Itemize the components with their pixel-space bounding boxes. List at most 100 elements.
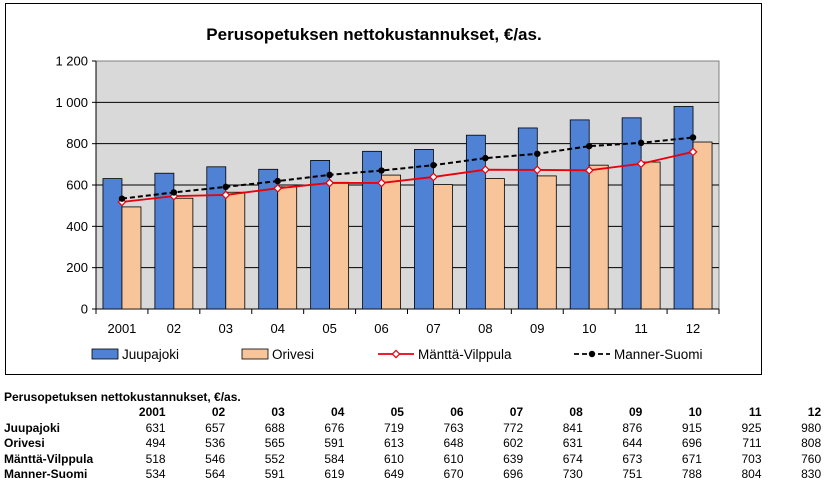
point-manner-suomi — [482, 154, 489, 162]
table-row-label: Juupajoki — [4, 420, 61, 435]
y-tick-label: 600 — [66, 178, 88, 193]
y-tick-label: 400 — [66, 219, 88, 234]
x-tick-label: 06 — [374, 321, 388, 336]
table-cell: 751 — [622, 467, 643, 481]
table-cell: 648 — [443, 436, 464, 450]
legend-label-juupajoki: Juupajoki — [122, 347, 179, 362]
table-cell: 536 — [205, 436, 226, 450]
table-cell: 730 — [562, 467, 583, 481]
table-cell: 925 — [741, 420, 762, 435]
bar-orivesi — [277, 186, 298, 310]
table-cell: 830 — [801, 467, 822, 481]
table-cell: 808 — [801, 436, 822, 450]
table-row-label: Manner-Suomi — [4, 467, 88, 481]
table-cell: 631 — [562, 436, 583, 450]
table-cell: 610 — [443, 451, 464, 466]
table-row: Manner-Suomi 534 564 591 619 649 670 696 730 751 7… — [4, 467, 821, 483]
table-cell: 518 — [145, 451, 166, 466]
chart-title: Perusopetuksen nettokustannukset, €/as. — [206, 25, 541, 44]
table-cell: 674 — [562, 451, 583, 466]
table-header-row: 2001 02 03 04 05 06 07 08 09 10 11 12 — [4, 405, 821, 421]
x-tick-label: 12 — [686, 321, 700, 336]
point-manner-suomi — [586, 142, 593, 150]
x-tick-label: 2001 — [107, 321, 136, 336]
table-cell: 719 — [383, 420, 404, 435]
table-grid: 2001 02 03 04 05 06 07 08 09 10 11 12 Juupajoki 631 65… — [4, 405, 821, 483]
bar-orivesi — [640, 161, 661, 310]
y-tick-label: 0 — [81, 302, 88, 317]
x-tick-label: 09 — [530, 321, 544, 336]
table-header-cell: 2001 — [138, 405, 166, 419]
table-row-label: Mänttä-Vilppula — [4, 451, 94, 466]
point-manner-suomi — [689, 134, 697, 141]
point-m-ntt-vilppula — [325, 178, 335, 188]
y-tick-label: 1 000 — [55, 95, 88, 110]
y-tick-label: 200 — [66, 260, 88, 275]
x-tick-label: 10 — [582, 321, 596, 336]
y-tick-label: 800 — [66, 136, 88, 151]
point-manner-suomi — [430, 161, 437, 169]
table-cell: 671 — [681, 451, 702, 466]
data-table: Perusopetuksen nettokustannukset, €/as. … — [4, 390, 822, 483]
point-manner-suomi — [637, 139, 645, 147]
bar-juupajoki — [414, 149, 434, 310]
bar-orivesi — [225, 191, 246, 310]
table-cell: 639 — [503, 451, 524, 466]
table-cell: 688 — [264, 420, 285, 435]
x-tick-label: 04 — [270, 321, 284, 336]
table-row-label: Orivesi — [4, 436, 45, 450]
table-header-cell: 12 — [807, 405, 822, 419]
point-m-ntt-vilppula — [377, 178, 386, 188]
bar-orivesi — [173, 197, 194, 310]
bar-orivesi — [121, 206, 142, 310]
table-header-cell: 05 — [390, 405, 404, 419]
table-header-cell: 07 — [509, 405, 524, 419]
bar-orivesi — [381, 174, 401, 310]
table-cell: 772 — [503, 420, 524, 435]
legend-marker-m-ntt-vilppula — [391, 349, 401, 359]
table-cell: 644 — [622, 436, 643, 450]
bar-juupajoki — [465, 134, 486, 310]
table-header-cell: 11 — [748, 405, 762, 419]
point-manner-suomi — [378, 167, 385, 174]
bar-orivesi — [484, 178, 505, 310]
point-m-ntt-vilppula — [429, 172, 438, 182]
table-cell: 613 — [383, 436, 404, 450]
table-header-cell: 09 — [628, 405, 643, 419]
x-tick-label: 07 — [426, 321, 440, 336]
point-manner-suomi — [118, 195, 126, 202]
table-cell: 534 — [145, 467, 166, 481]
table-cell: 711 — [742, 436, 762, 450]
table-cell: 564 — [205, 467, 226, 481]
x-tick-label: 08 — [478, 321, 492, 336]
table-cell: 552 — [264, 451, 285, 466]
bar-orivesi — [433, 184, 453, 310]
x-tick-label: 02 — [167, 321, 181, 336]
table-cell: 841 — [562, 420, 583, 435]
table-cell: 876 — [622, 420, 643, 435]
x-tick-label: 11 — [634, 321, 648, 336]
y-tick-label: 1 200 — [55, 54, 88, 69]
point-m-ntt-vilppula — [273, 183, 283, 193]
table-header-cell: 04 — [331, 405, 345, 419]
legend-label-orivesi: Orivesi — [272, 347, 314, 362]
table-cell: 696 — [503, 467, 524, 481]
table-row: Mänttä-Vilppula 518 546 552 584 610 610 639 674 6… — [4, 452, 821, 468]
table-cell: 602 — [503, 436, 524, 450]
point-manner-suomi — [222, 183, 229, 191]
table-corner — [4, 405, 106, 421]
table-cell: 670 — [443, 467, 464, 481]
x-tick-label: 03 — [219, 321, 233, 336]
point-m-ntt-vilppula — [688, 147, 698, 157]
table-cell: 565 — [264, 436, 285, 450]
table-cell: 584 — [324, 451, 345, 466]
table-header-cell: 10 — [688, 405, 702, 419]
table-cell: 657 — [205, 420, 226, 435]
table-cell: 673 — [622, 451, 643, 466]
table-header-cell: 02 — [211, 405, 226, 419]
table-cell: 804 — [741, 467, 762, 481]
line-m-ntt-vilppula — [121, 151, 694, 203]
legend-swatch-juupajoki — [91, 348, 119, 360]
table-header-cell: 03 — [271, 405, 285, 419]
bar-orivesi — [329, 181, 350, 310]
